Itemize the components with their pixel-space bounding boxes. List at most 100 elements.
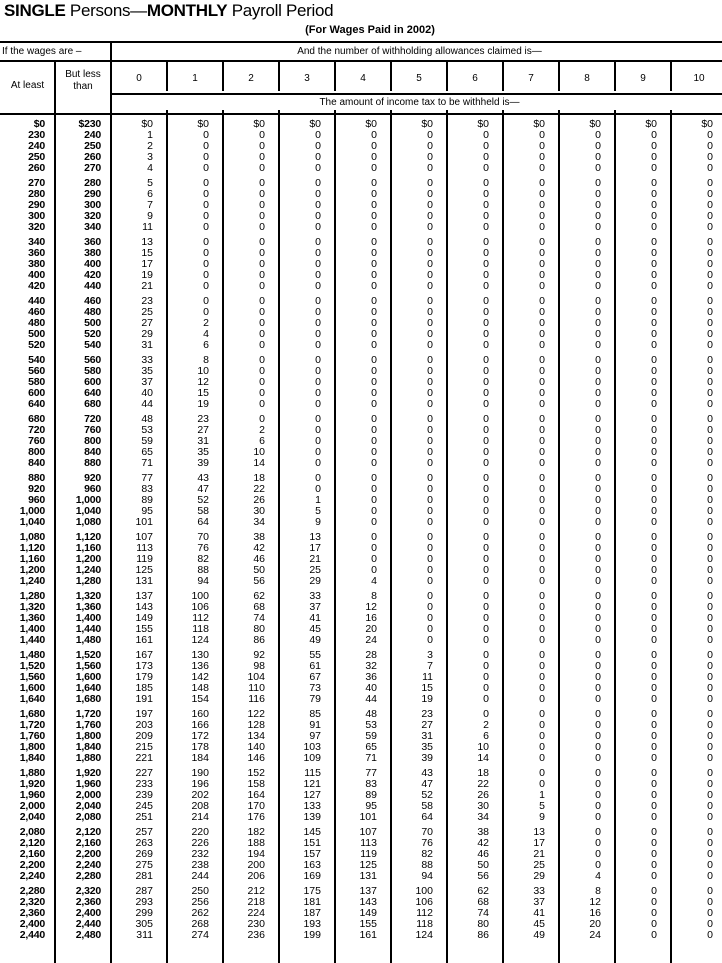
- but-less-than-cell: 2,320: [75, 885, 101, 897]
- withholding-cell: 0: [651, 918, 657, 930]
- withholding-cell: 0: [483, 129, 489, 141]
- withholding-cell: 0: [315, 317, 321, 329]
- table-row: 380 400 17 0 0 0 0 0 0 0 0 0 0: [0, 259, 722, 270]
- withholding-cell: 0: [483, 671, 489, 683]
- withholding-cell: 52: [197, 494, 209, 506]
- withholding-cell: 118: [416, 918, 433, 930]
- withholding-cell: 163: [303, 859, 321, 871]
- withholding-cell: $0: [477, 118, 489, 130]
- withholding-cell: 119: [360, 848, 377, 860]
- withholding-cell: 0: [371, 151, 377, 163]
- withholding-cell: 5: [147, 177, 153, 189]
- at-least-cell: 1,760: [19, 730, 45, 742]
- withholding-cell: 0: [539, 730, 545, 742]
- withholding-cell: 9: [147, 210, 153, 222]
- withholding-cell: 0: [259, 306, 265, 318]
- withholding-cell: 0: [651, 929, 657, 941]
- withholding-cell: 0: [539, 140, 545, 152]
- column-divider: [670, 110, 672, 963]
- column-divider: [222, 60, 224, 91]
- withholding-cell: 0: [595, 354, 601, 366]
- withholding-cell: 0: [595, 199, 601, 211]
- withholding-cell: 0: [651, 896, 657, 908]
- withholding-cell: 0: [651, 258, 657, 270]
- withholding-cell: 0: [539, 188, 545, 200]
- withholding-cell: 0: [707, 435, 713, 447]
- withholding-cell: 0: [371, 446, 377, 458]
- withholding-cell: 0: [483, 269, 489, 281]
- withholding-cell: 0: [707, 177, 713, 189]
- table-header: If the wages are – And the number of wit…: [0, 41, 722, 115]
- but-less-than-cell: 1,800: [75, 730, 101, 742]
- but-less-than-cell: 1,400: [75, 612, 101, 624]
- withholding-cell: 0: [651, 376, 657, 388]
- withholding-cell: 0: [259, 258, 265, 270]
- withholding-cell: 82: [421, 848, 433, 860]
- withholding-cell: 50: [477, 859, 489, 871]
- at-least-cell: 240: [28, 140, 45, 152]
- withholding-cell: 305: [135, 918, 153, 930]
- withholding-table: If the wages are – And the number of wit…: [0, 41, 722, 963]
- table-row: 500 520 29 4 0 0 0 0 0 0 0 0 0: [0, 329, 722, 340]
- withholding-cell: 80: [253, 623, 265, 635]
- table-row: 1,360 1,400 149 112 74 41 16 0 0 0 0 0 0: [0, 613, 722, 624]
- table-row: 1,240 1,280 131 94 56 29 4 0 0 0 0 0 0: [0, 576, 722, 587]
- table-row: 230 240 1 0 0 0 0 0 0 0 0 0 0: [0, 130, 722, 141]
- column-divider: [110, 41, 112, 963]
- withholding-cell: 0: [203, 177, 209, 189]
- withholding-cell: 17: [309, 542, 321, 554]
- withholding-cell: 206: [247, 870, 265, 882]
- withholding-cell: 182: [247, 826, 265, 838]
- column-divider: [278, 60, 280, 91]
- withholding-cell: 104: [247, 671, 265, 683]
- withholding-cell: 190: [191, 767, 209, 779]
- at-least-cell: 680: [28, 413, 45, 425]
- withholding-cell: $0: [253, 118, 265, 130]
- withholding-cell: 0: [595, 269, 601, 281]
- table-row: 760 800 59 31 6 0 0 0 0 0 0 0 0: [0, 436, 722, 447]
- but-less-than-cell: 400: [84, 258, 101, 270]
- withholding-cell: 193: [303, 918, 321, 930]
- withholding-cell: 0: [595, 435, 601, 447]
- withholding-cell: 15: [197, 387, 209, 399]
- at-least-cell: 2,160: [19, 848, 45, 860]
- table-row: 290 300 7 0 0 0 0 0 0 0 0 0 0: [0, 200, 722, 211]
- withholding-cell: 0: [427, 221, 433, 233]
- withholding-cell: 31: [197, 435, 209, 447]
- withholding-cell: 23: [141, 295, 153, 307]
- withholding-cell: 0: [203, 269, 209, 281]
- withholding-cell: 0: [259, 354, 265, 366]
- withholding-cell: 0: [203, 199, 209, 211]
- withholding-cell: 0: [315, 435, 321, 447]
- withholding-cell: 89: [365, 789, 377, 801]
- withholding-cell: 68: [477, 896, 489, 908]
- withholding-cell: 0: [707, 162, 713, 174]
- table-row: 280 290 6 0 0 0 0 0 0 0 0 0 0: [0, 189, 722, 200]
- withholding-cell: 191: [135, 693, 153, 705]
- withholding-cell: 0: [651, 671, 657, 683]
- withholding-cell: 0: [539, 516, 545, 528]
- at-least-cell: 2,240: [19, 870, 45, 882]
- withholding-cell: 0: [483, 398, 489, 410]
- withholding-cell: 71: [141, 457, 153, 469]
- withholding-cell: 124: [415, 929, 433, 941]
- withholding-cell: 0: [651, 162, 657, 174]
- withholding-cell: 43: [421, 767, 433, 779]
- withholding-cell: 0: [651, 907, 657, 919]
- at-least-cell: 1,720: [19, 719, 45, 731]
- withholding-cell: 40: [365, 682, 377, 694]
- but-less-than-cell: 1,160: [75, 542, 101, 554]
- withholding-cell: 0: [539, 339, 545, 351]
- withholding-cell: 0: [595, 236, 601, 248]
- withholding-cell: 0: [315, 295, 321, 307]
- page-subtitle: (For Wages Paid in 2002): [305, 24, 435, 36]
- withholding-cell: 0: [315, 398, 321, 410]
- withholding-cell: 0: [707, 339, 713, 351]
- page-title: SINGLE Persons—MONTHLY Payroll Period: [4, 1, 334, 20]
- withholding-cell: 0: [539, 210, 545, 222]
- at-least-cell: 230: [28, 129, 45, 141]
- withholding-cell: 15: [421, 682, 433, 694]
- withholding-cell: 24: [589, 929, 601, 941]
- withholding-cell: 0: [539, 671, 545, 683]
- column-divider: [446, 60, 448, 91]
